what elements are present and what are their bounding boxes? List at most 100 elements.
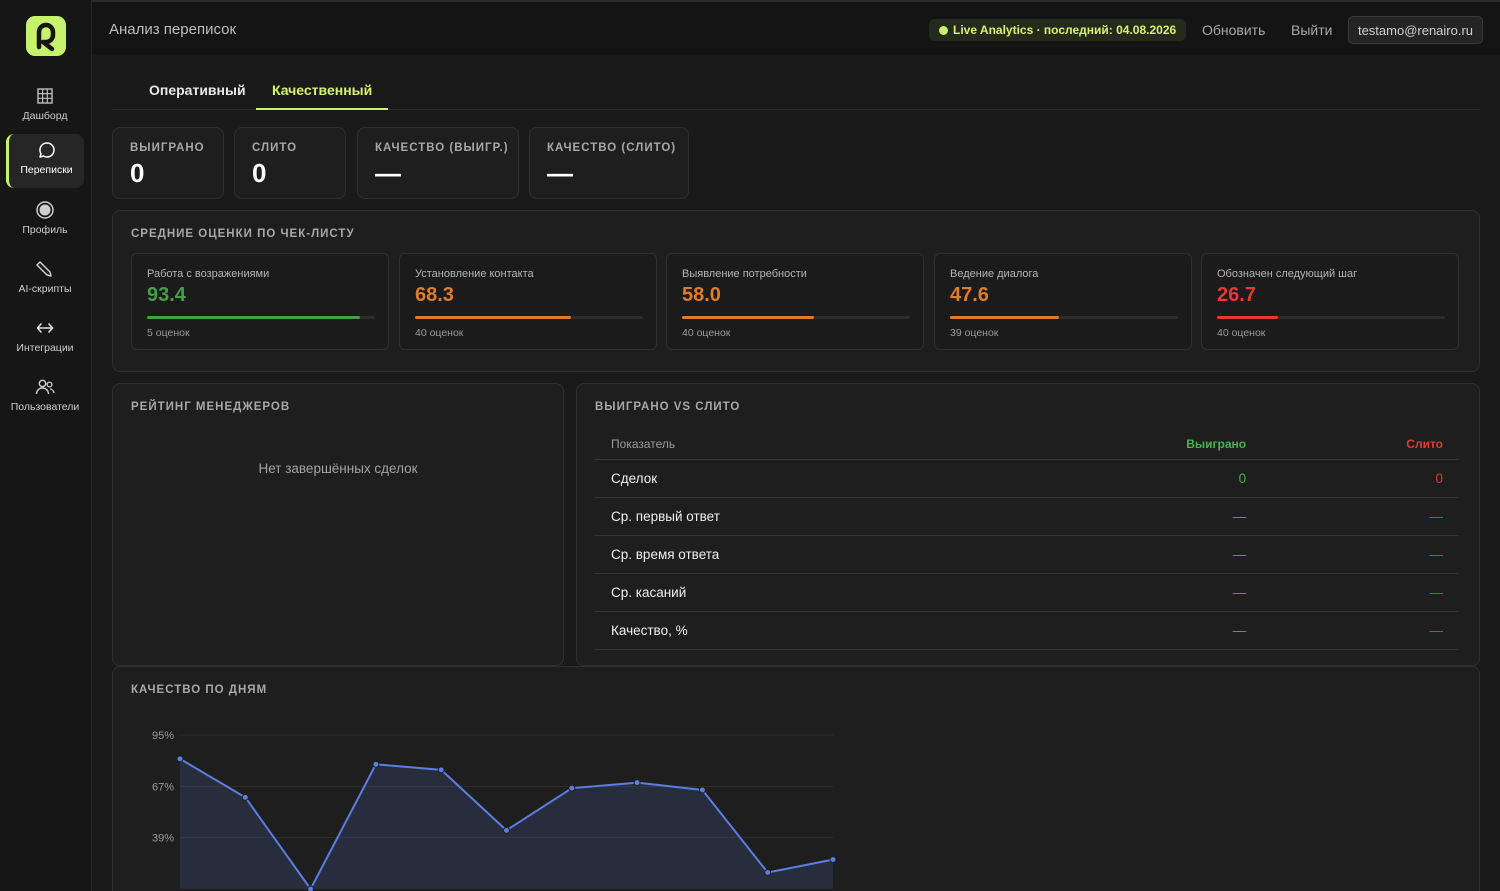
score-value: 47.6	[950, 284, 989, 306]
column-header-lost: Слито	[1262, 429, 1459, 460]
kpi-won: ВЫИГРАНО 0	[112, 127, 224, 199]
won-cell: —	[998, 535, 1263, 574]
lost-cell: —	[1262, 535, 1459, 574]
metric-cell: Ср. время ответа	[595, 535, 999, 574]
live-status-text: Live Analytics · последний: 04.08.2026	[953, 23, 1177, 37]
kpi-label: СЛИТО	[252, 142, 298, 154]
y-tick-label: 39%	[152, 833, 174, 845]
top-bar: Анализ переписок Live Analytics · послед…	[92, 0, 1500, 55]
section-title: ВЫИГРАНО VS СЛИТО	[595, 401, 741, 413]
sidebar-item-profile[interactable]: Профиль	[6, 194, 84, 248]
won-cell: 0	[998, 459, 1263, 498]
sidebar-item-label: Пользователи	[10, 401, 80, 413]
score-count: 40 оценок	[415, 327, 464, 339]
chart-title: КАЧЕСТВО ПО ДНЯМ	[131, 684, 268, 696]
score-bar-fill	[1217, 316, 1278, 319]
kpi-label: КАЧЕСТВО (СЛИТО)	[547, 142, 677, 154]
table-row: Качество, % — —	[595, 611, 1459, 650]
view-tabs: Оперативный Качественный	[112, 70, 1480, 110]
pencil-icon	[36, 261, 52, 277]
score-name: Работа с возражениями	[147, 268, 270, 280]
data-point[interactable]	[633, 779, 641, 787]
user-account-button[interactable]: testamo@renairo.ru	[1348, 16, 1483, 44]
section-title: РЕЙТИНГ МЕНЕДЖЕРОВ	[131, 401, 291, 413]
y-tick-label: 95%	[152, 730, 174, 742]
data-point[interactable]	[307, 885, 315, 891]
score-name: Выявление потребности	[682, 268, 807, 280]
score-bar-track	[682, 316, 910, 319]
page-title: Анализ переписок	[109, 21, 237, 38]
score-card: Выявление потребности 58.0 40 оценок	[666, 253, 924, 350]
score-bar-track	[147, 316, 375, 319]
live-status-badge: Live Analytics · последний: 04.08.2026	[929, 19, 1187, 41]
data-point[interactable]	[437, 766, 445, 774]
live-dot-icon	[939, 25, 948, 35]
kpi-label: ВЫИГРАНО	[130, 142, 205, 154]
score-count: 40 оценок	[682, 327, 731, 339]
won-cell: —	[998, 497, 1263, 536]
arrows-icon	[36, 323, 54, 333]
score-count: 39 оценок	[950, 327, 999, 339]
sidebar-item-label: Дашборд	[22, 110, 68, 122]
data-point[interactable]	[829, 856, 837, 864]
table-row: Ср. первый ответ — —	[595, 497, 1459, 536]
table-row: Ср. время ответа — —	[595, 535, 1459, 574]
metric-cell: Ср. касаний	[595, 573, 999, 612]
tab-operational[interactable]: Оперативный	[149, 82, 246, 98]
users-icon	[35, 379, 55, 395]
checklist-scores-panel: СРЕДНИЕ ОЦЕНКИ ПО ЧЕК-ЛИСТУ Работа с воз…	[112, 210, 1480, 372]
score-name: Ведение диалога	[950, 268, 1039, 280]
kpi-quality-won: КАЧЕСТВО (ВЫИГР.) —	[357, 127, 519, 199]
won-vs-lost-panel: ВЫИГРАНО VS СЛИТО Показатель Выиграно Сл…	[576, 383, 1480, 666]
empty-state-message: Нет завершённых сделок	[258, 461, 418, 476]
logout-button[interactable]: Выйти	[1291, 22, 1333, 38]
quality-line-chart: 95% 67% 39%	[152, 730, 837, 891]
sidebar-item-ai-scripts[interactable]: AI-скрипты	[6, 253, 84, 307]
sidebar-item-label: Интеграции	[16, 342, 74, 354]
sidebar-item-integrations[interactable]: Интеграции	[6, 312, 84, 366]
managers-rating-panel: РЕЙТИНГ МЕНЕДЖЕРОВ Нет завершённых сдело…	[112, 383, 564, 666]
data-point[interactable]	[503, 826, 510, 834]
data-point[interactable]	[241, 793, 249, 801]
data-point[interactable]	[764, 869, 772, 876]
score-count: 40 оценок	[1217, 327, 1266, 339]
table-row: Сделок 0 0	[595, 459, 1459, 498]
app-logo[interactable]	[26, 16, 66, 56]
quality-by-day-panel: КАЧЕСТВО ПО ДНЯМ 95% 67% 39%	[112, 666, 1480, 891]
kpi-value: 0	[130, 158, 145, 188]
table-header-row: Показатель Выиграно Слито	[595, 429, 1459, 460]
sidebar-item-dashboard[interactable]: Дашборд	[6, 80, 84, 134]
score-value: 93.4	[147, 284, 186, 306]
lost-cell: —	[1262, 611, 1459, 650]
score-bar-fill	[682, 316, 815, 319]
kpi-lost: СЛИТО 0	[234, 127, 346, 199]
data-point[interactable]	[698, 786, 706, 794]
won-cell: —	[998, 611, 1263, 650]
tab-qualitative[interactable]: Качественный	[256, 70, 389, 110]
sidebar-item-label: Переписки	[20, 164, 73, 176]
metric-cell: Ср. первый ответ	[595, 497, 999, 536]
section-title: СРЕДНИЕ ОЦЕНКИ ПО ЧЕК-ЛИСТУ	[131, 228, 355, 240]
won-cell: —	[998, 573, 1263, 612]
score-name: Обозначен следующий шаг	[1217, 268, 1358, 280]
data-point[interactable]	[568, 784, 576, 792]
data-point[interactable]	[372, 760, 380, 768]
metric-cell: Качество, %	[595, 611, 999, 650]
lost-cell: —	[1262, 497, 1459, 536]
sidebar-item-chats[interactable]: Переписки	[6, 134, 84, 188]
sidebar-item-users[interactable]: Пользователи	[6, 371, 84, 425]
lost-cell: 0	[1262, 459, 1459, 498]
score-bar-fill	[147, 316, 360, 319]
profile-icon	[36, 201, 54, 219]
score-card: Обозначен следующий шаг 26.7 40 оценок	[1201, 253, 1459, 350]
refresh-button[interactable]: Обновить	[1202, 22, 1266, 38]
grid-icon	[37, 88, 53, 104]
data-point[interactable]	[176, 755, 184, 763]
sidebar: Дашборд Переписки Профиль AI-скрипты Инт…	[0, 0, 92, 891]
won-vs-lost-table: Показатель Выиграно Слито Сделок 0 0 Ср.…	[595, 429, 1459, 650]
score-value: 68.3	[415, 284, 454, 306]
score-value: 26.7	[1217, 284, 1256, 306]
kpi-label: КАЧЕСТВО (ВЫИГР.)	[375, 142, 509, 154]
sidebar-item-label: AI-скрипты	[18, 283, 72, 295]
score-count: 5 оценок	[147, 327, 190, 339]
